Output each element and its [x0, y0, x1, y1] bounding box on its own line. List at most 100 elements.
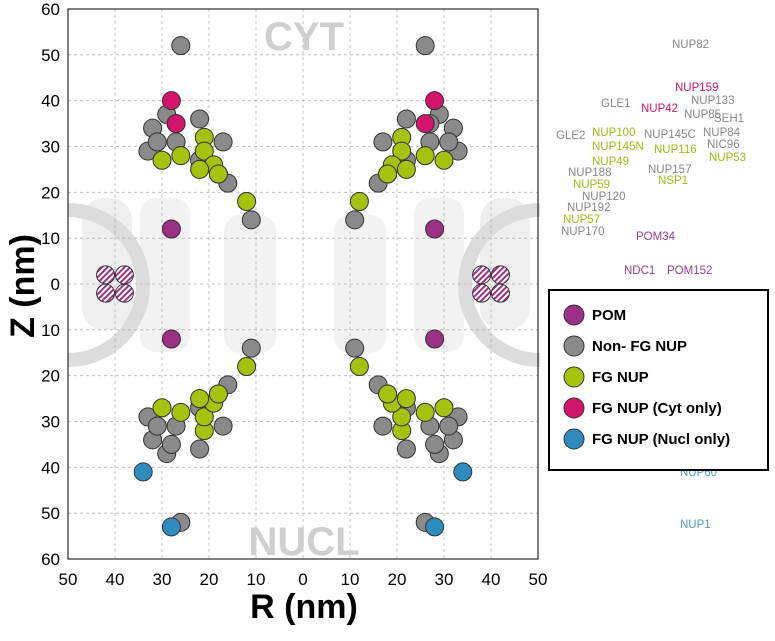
x-tick-label: 40 — [106, 570, 125, 589]
x-tick-label: 40 — [482, 570, 501, 589]
point-fg-nup-cyt-only — [415, 114, 435, 134]
point-pom — [425, 219, 445, 239]
y-tick-label: 50 — [41, 504, 60, 523]
y-tick-label: 40 — [41, 458, 60, 477]
point-non-fg-nup — [425, 434, 445, 454]
point-non-fg-nup — [439, 132, 459, 152]
plot-frame — [67, 8, 539, 560]
nup-label: NUP120 — [582, 191, 625, 203]
nup-label: NDC1 — [624, 265, 655, 277]
right-center-channel — [334, 215, 386, 353]
point-non-fg-nup — [213, 132, 233, 152]
point-non-fg-nup — [415, 36, 435, 56]
point-fg-nup — [434, 398, 454, 418]
legend-marker — [563, 428, 585, 450]
nup-label: NUP170 — [561, 226, 604, 238]
point-non-fg-nup — [213, 416, 233, 436]
legend-marker — [563, 304, 585, 326]
point-non-fg-nup — [345, 210, 365, 230]
point-fg-nup — [208, 384, 228, 404]
nup-label: NUP116 — [654, 144, 697, 156]
point-fg-nup-cyt-only — [166, 114, 186, 134]
legend-box — [548, 289, 769, 471]
nup-label: NIC96 — [707, 139, 740, 151]
pom-hatched-point — [472, 265, 492, 285]
point-fg-nup — [434, 150, 454, 170]
pom-hatched-point — [96, 265, 116, 285]
point-non-fg-nup — [147, 416, 167, 436]
point-fg-nup — [415, 402, 435, 422]
point-non-fg-nup — [190, 109, 210, 129]
nup-label: NUP100 — [592, 127, 635, 139]
point-fg-nup — [396, 389, 416, 409]
x-tick-label: 50 — [529, 570, 548, 589]
point-non-fg-nup — [373, 416, 393, 436]
point-non-fg-nup — [241, 338, 261, 358]
point-fg-nup-nucl-only — [453, 462, 473, 482]
point-fg-nup — [237, 357, 257, 376]
point-fg-nup — [171, 402, 191, 422]
tick-labels: 50 40 30 20 10 0 10 20 30 40 506050403020100102030… — [41, 0, 547, 589]
nup-label: NUP82 — [672, 39, 709, 51]
x-tick-label: 20 — [388, 570, 407, 589]
point-fg-nup — [415, 146, 435, 166]
y-tick-label: 60 — [41, 550, 60, 569]
nup-label: NUP1 — [680, 519, 711, 531]
point-non-fg-nup — [147, 132, 167, 152]
point-fg-nup — [194, 141, 214, 161]
nup-label: NUP145C — [644, 129, 696, 141]
y-tick-label: 30 — [41, 138, 60, 157]
x-tick-label: 30 — [435, 570, 454, 589]
pom-hatched-point — [96, 283, 116, 303]
nup-label: POM152 — [667, 265, 712, 277]
region-label-nucl: NUCL — [248, 520, 359, 564]
point-fg-nup-nucl-only — [161, 517, 181, 537]
y-tick-label: 0 — [51, 275, 60, 294]
nup-label: NUP133 — [691, 95, 734, 107]
legend-label: Non- FG NUP — [592, 338, 687, 355]
legend-label: FG NUP (Nucl only) — [592, 431, 730, 448]
point-fg-nup — [194, 407, 214, 427]
nup-label: NUP192 — [567, 202, 610, 214]
point-non-fg-nup — [373, 132, 393, 152]
point-non-fg-nup — [345, 338, 365, 358]
point-fg-nup-cyt-only — [161, 91, 181, 111]
point-non-fg-nup — [241, 210, 261, 230]
point-fg-nup-nucl-only — [425, 517, 445, 537]
nup-label: NUP53 — [709, 152, 746, 164]
nup-label: NUP85 — [684, 109, 721, 121]
pom-hatched-point — [490, 283, 510, 303]
nup-label: NUP49 — [592, 156, 629, 168]
point-fg-nup — [208, 164, 228, 184]
point-fg-nup — [378, 164, 398, 184]
legend-label: FG NUP (Cyt only) — [592, 400, 722, 417]
nup-label: NUP84 — [703, 127, 741, 139]
legend-marker — [563, 397, 585, 419]
legend-marker — [563, 335, 585, 357]
x-tick-label: 30 — [153, 570, 172, 589]
data-points — [96, 36, 510, 537]
legend: POM Non- FG NUP FG NUP FG NUP (Cyt only) FG … — [548, 289, 769, 471]
left-inner-channel — [140, 198, 190, 352]
nup-label: NUP157 — [648, 164, 691, 176]
point-pom — [425, 329, 445, 349]
region-label-cyt: CYT — [264, 15, 344, 59]
legend-label: FG NUP — [592, 369, 649, 386]
point-pom — [161, 329, 181, 349]
nup-label: NSP1 — [658, 175, 688, 187]
pom-hatched-point — [472, 283, 492, 303]
point-non-fg-nup — [171, 36, 191, 56]
legend-label: POM — [592, 307, 626, 324]
point-non-fg-nup — [396, 109, 416, 129]
nup-label: NUP57 — [563, 214, 600, 226]
point-fg-nup — [392, 141, 412, 161]
right-inner-channel — [414, 198, 464, 352]
point-non-fg-nup — [190, 439, 210, 459]
point-non-fg-nup — [396, 439, 416, 459]
point-fg-nup — [190, 159, 210, 179]
point-fg-nup — [349, 357, 369, 376]
point-fg-nup — [392, 407, 412, 427]
y-tick-label: 50 — [41, 46, 60, 65]
